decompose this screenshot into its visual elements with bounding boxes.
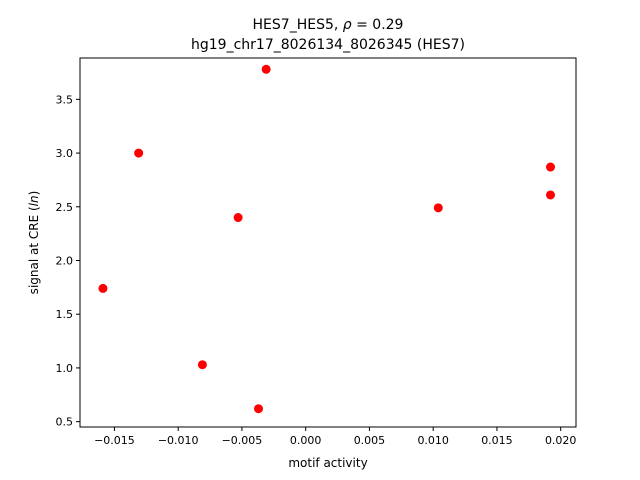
y-tick-label: 3.0: [56, 147, 74, 160]
y-axis-label: signal at CRE (ln): [27, 191, 41, 295]
x-tick-label: 0.015: [481, 434, 513, 447]
chart-title-line1: HES7_HES5, ρ = 0.29: [253, 17, 404, 33]
data-point: [134, 148, 144, 158]
y-tick-label: 2.0: [56, 254, 74, 267]
x-tick-label: −0.015: [94, 434, 135, 447]
x-tick-label: −0.005: [222, 434, 263, 447]
data-point: [545, 190, 555, 200]
y-tick-label: 1.5: [56, 308, 74, 321]
data-point: [261, 64, 271, 74]
x-tick-label: 0.010: [417, 434, 449, 447]
data-point: [254, 404, 264, 414]
y-tick-label: 0.5: [56, 416, 74, 429]
plot-area-frame: [79, 57, 577, 428]
y-tick-label: 2.5: [56, 201, 74, 214]
x-tick-label: −0.010: [158, 434, 199, 447]
y-axis: 0.5 1.0 1.5 2.0 2.5 3.0 3.5: [56, 93, 80, 429]
y-tick-label: 1.0: [56, 362, 74, 375]
data-point: [197, 360, 207, 370]
x-axis: −0.015 −0.010 −0.005 0.000 0.005 0.010 0.015 0.…: [94, 427, 576, 447]
y-tick-label: 3.5: [56, 93, 74, 106]
data-point: [98, 283, 108, 293]
chart-title-line2: hg19_chr17_8026134_8026345 (HES7): [191, 37, 465, 53]
x-tick-label: 0.020: [545, 434, 577, 447]
x-axis-label: motif activity: [288, 456, 367, 470]
x-tick-label: 0.005: [354, 434, 386, 447]
data-point: [545, 162, 555, 172]
x-tick-label: 0.000: [290, 434, 322, 447]
data-point: [433, 203, 443, 213]
data-point: [233, 213, 243, 223]
data-points: [98, 64, 555, 414]
